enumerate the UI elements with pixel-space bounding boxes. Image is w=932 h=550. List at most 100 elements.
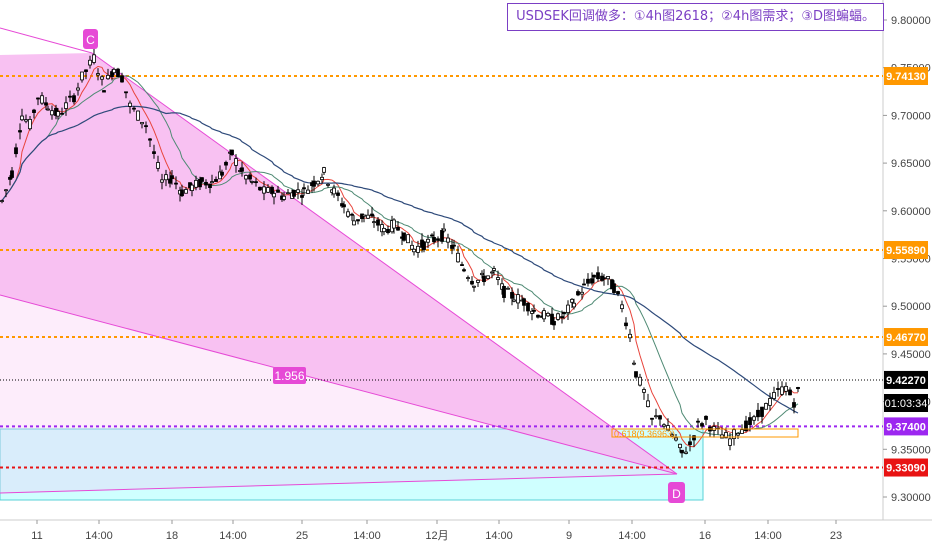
candle-body [18, 130, 22, 133]
candle [402, 232, 406, 242]
candle-body [296, 189, 300, 193]
candle-body [496, 277, 500, 280]
candle-body [64, 102, 68, 109]
candle [386, 225, 390, 235]
candle [128, 100, 132, 114]
candle [796, 386, 800, 393]
time-axis[interactable]: 11 14:00 18 14:00 25 14:00 12月 14:00 9 14:00 16 14:… [31, 520, 842, 542]
candle-body [562, 311, 566, 314]
candle-body [350, 213, 354, 216]
x-tick-label: 14:00 [219, 530, 247, 542]
candle [422, 240, 426, 253]
candle [322, 166, 326, 176]
candle [566, 300, 570, 320]
candle-body [184, 189, 188, 194]
price-tag-label: 9.74130 [886, 71, 926, 83]
candle-body [352, 220, 356, 226]
candle [556, 312, 560, 321]
candle-body [262, 186, 266, 194]
candle [592, 274, 596, 284]
price-tag-label: 9.37400 [886, 421, 926, 433]
candle [210, 174, 214, 184]
candle [244, 174, 248, 185]
candle-body [748, 417, 752, 425]
candle [204, 179, 208, 189]
candle-body [292, 189, 296, 197]
pattern-line-bd [0, 294, 678, 475]
candle-body [362, 214, 366, 217]
candle-body [536, 314, 540, 318]
candle-body [342, 204, 346, 208]
candle [748, 412, 752, 432]
candle-body [446, 237, 450, 243]
candle-body [76, 87, 80, 91]
candle [4, 189, 8, 198]
pattern-line-bc-in [0, 27, 93, 54]
candle-body [796, 387, 800, 390]
candle [184, 187, 188, 194]
candle [220, 169, 224, 177]
candle [302, 183, 306, 196]
price-tag [884, 328, 928, 347]
candle-body [654, 415, 658, 418]
candle-body [244, 175, 248, 180]
candle [248, 172, 252, 182]
candle-body [526, 302, 530, 312]
candle [282, 191, 286, 202]
candle-body [466, 277, 470, 279]
candle [76, 82, 80, 96]
candle-body [0, 200, 4, 202]
candle [552, 317, 556, 330]
candle [164, 169, 168, 187]
candle-body [266, 187, 270, 193]
fib-box [611, 428, 799, 438]
candle [200, 177, 204, 183]
pattern-fill-bc [0, 53, 677, 474]
candle-body [316, 180, 320, 185]
candle-body [674, 437, 678, 441]
pattern-label-ratio: 1.956 [273, 367, 306, 384]
candle-body [396, 226, 400, 231]
candle-body [124, 91, 128, 94]
candle-body [426, 238, 430, 243]
y-tick-label: 9.70000 [891, 110, 931, 122]
candle-body [752, 416, 756, 421]
candle-body [190, 184, 194, 191]
candle [396, 220, 400, 231]
pattern-label-c: C [83, 29, 98, 49]
candle [96, 68, 100, 81]
candle [410, 240, 414, 251]
y-tick-label: 9.45000 [891, 349, 931, 361]
candle-body [552, 321, 556, 326]
candle [546, 311, 550, 317]
candle-body [250, 181, 254, 183]
candle-body [452, 244, 456, 247]
candle [316, 180, 320, 187]
candle-body [732, 429, 736, 439]
candle [382, 227, 386, 236]
price-tag [884, 66, 928, 85]
candle [266, 184, 270, 193]
candle-body [224, 161, 228, 166]
candle [532, 304, 536, 314]
countdown-text: 01:03:34 [885, 398, 928, 410]
ma-mid-line [1, 75, 799, 436]
candle-body [132, 107, 136, 110]
candle [472, 285, 476, 292]
candle-body [320, 176, 324, 181]
y-tick-label: 9.50000 [891, 301, 931, 313]
candle-body [32, 109, 36, 113]
candle-body [174, 182, 178, 185]
svg-text:C: C [86, 33, 95, 47]
y-tick-label: 9.35000 [891, 444, 931, 456]
candle-body [678, 443, 682, 449]
candle-body [84, 69, 88, 72]
candle-body [650, 417, 654, 420]
candle-body [24, 119, 28, 122]
candle [214, 176, 218, 182]
candle-body [28, 118, 32, 130]
x-tick-label: 12月 [425, 530, 448, 542]
candle [432, 231, 436, 245]
candle-body [10, 170, 14, 178]
